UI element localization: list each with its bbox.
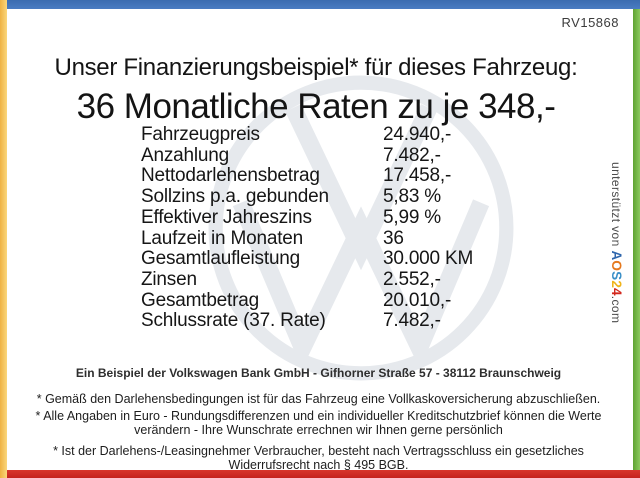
aos24-logo-letter: S: [609, 271, 624, 281]
finance-value: 7.482,-: [383, 310, 441, 332]
footer: Ein Beispiel der Volkswagen Bank GmbH - …: [7, 366, 630, 473]
footnote: * Gemäß den Darlehensbedingungen ist für…: [36, 392, 601, 406]
footnote: * Ist der Darlehens-/Leasingnehmer Verbr…: [53, 443, 584, 473]
finance-value: 5,99 %: [383, 206, 441, 228]
finance-label: Effektiver Jahreszins: [141, 206, 312, 228]
finance-label: Nettodarlehensbetrag: [141, 165, 320, 187]
finance-label: Gesamtbetrag: [141, 289, 259, 311]
aos24-logo-letter: 2: [609, 280, 624, 289]
frame-left-yellow-bar: [0, 0, 7, 478]
finance-value: 17.458,-: [383, 165, 452, 187]
finance-value: 2.552,-: [383, 268, 441, 290]
finance-table: Fahrzeugpreis 24.940,- Anzahlung 7.482,- Net…: [141, 124, 473, 332]
footnote: * Alle Angaben in Euro - Rundungsdiffere…: [35, 408, 602, 438]
finance-row: Sollzins p.a. gebunden 5,83 %: [141, 186, 473, 208]
monthly-rate-headline: 36 Monatliche Raten zu je 348,-: [76, 87, 556, 126]
finance-row: Gesamtlaufleistung 30.000 KM: [141, 249, 473, 270]
finance-label: Sollzins p.a. gebunden: [141, 186, 329, 208]
finance-label: Schlussrate (37. Rate): [141, 310, 326, 332]
frame-bottom-red-bar: [7, 470, 640, 478]
finance-value: 7.482,-: [383, 144, 441, 166]
finance-row: Nettodarlehensbetrag 17.458,-: [141, 166, 473, 187]
page-title: Unser Finanzierungsbeispiel* für dieses …: [54, 54, 578, 81]
frame-right-green-bar: [633, 9, 640, 470]
reference-number: RV15868: [561, 15, 619, 30]
aos24-logo-letter: A: [609, 250, 624, 261]
frame-top-blue-bar: [7, 0, 640, 9]
vw-logo-watermark-icon: [208, 75, 514, 381]
finance-row: Effektiver Jahreszins 5,99 %: [141, 206, 473, 229]
aos24-logo: AOS24: [609, 250, 624, 295]
finance-label: Fahrzeugpreis: [141, 124, 260, 145]
finance-row: Laufzeit in Monaten 36: [141, 227, 473, 250]
finance-value: 20.010,-: [383, 289, 452, 311]
finance-row: Schlussrate (37. Rate) 7.482,-: [141, 311, 473, 332]
finance-value: 5,83 %: [383, 186, 441, 208]
finance-label: Gesamtlaufleistung: [141, 248, 301, 270]
finance-value: 36: [383, 227, 404, 249]
supporter-text: unterstützt von: [609, 162, 623, 251]
finance-value: 30.000 KM: [383, 248, 474, 270]
aos24-logo-letter: O: [609, 260, 624, 272]
aos24-logo-letter: 4: [609, 288, 624, 296]
finance-label: Anzahlung: [141, 144, 229, 166]
finance-row: Gesamtbetrag 20.010,-: [141, 289, 473, 312]
finance-row: Fahrzeugpreis 24.940,-: [141, 124, 473, 146]
footnotes: * Gemäß den Darlehensbedingungen ist für…: [7, 392, 630, 473]
supporter-domain: .com: [609, 295, 623, 324]
finance-label: Zinsen: [141, 268, 197, 290]
finance-row: Zinsen 2.552,-: [141, 268, 473, 291]
finance-value: 24.940,-: [383, 124, 452, 145]
supporter-credit: unterstützt von AOS24.com: [609, 162, 624, 323]
footer-bank-line: Ein Beispiel der Volkswagen Bank GmbH - …: [75, 366, 562, 380]
finance-label: Laufzeit in Monaten: [141, 227, 304, 249]
finance-row: Anzahlung 7.482,-: [141, 144, 473, 167]
